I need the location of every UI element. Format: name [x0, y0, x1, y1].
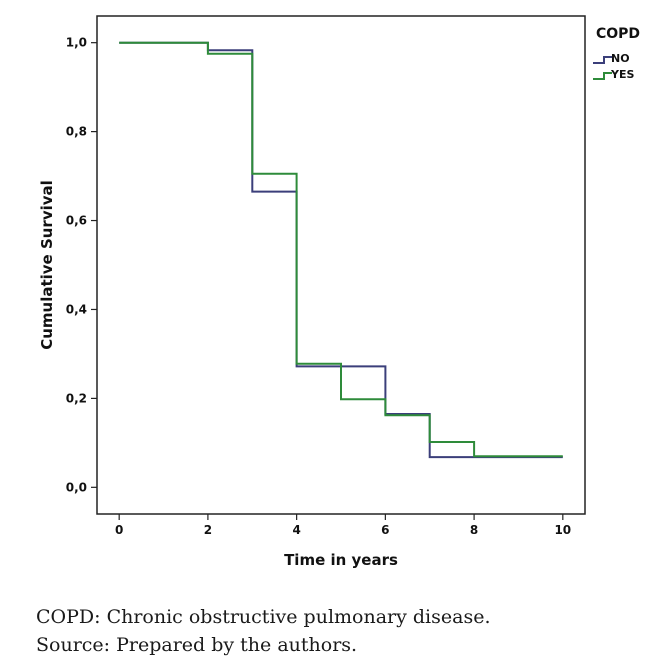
y-tick-label: 0,6 [66, 214, 87, 228]
x-tick-label: 0 [115, 523, 123, 537]
x-axis-title: Time in years [284, 551, 398, 569]
legend-swatch-yes [593, 72, 612, 80]
x-tick-label: 8 [470, 523, 478, 537]
survival-curves [119, 41, 563, 459]
legend-title: COPD [596, 26, 640, 42]
y-tick-label: 1,0 [66, 36, 87, 50]
x-axis-ticks: 0 2 4 6 8 10 [115, 514, 571, 537]
y-axis-title: Cumulative Survival [38, 180, 56, 350]
y-tick-label: 0,2 [66, 391, 87, 405]
x-tick-label: 6 [381, 523, 389, 537]
plot-area-frame [96, 15, 586, 515]
x-tick-label: 2 [204, 523, 212, 537]
legend-label-no: NO [611, 52, 630, 65]
survival-chart: 0 2 4 6 8 10 0,0 0,2 0,4 0,6 0,8 1,0 Time in years… [38, 15, 640, 569]
y-axis-ticks: 0,0 0,2 0,4 0,6 0,8 1,0 [66, 36, 97, 494]
y-tick-label: 0,8 [66, 125, 87, 139]
legend-label-yes: YES [610, 68, 634, 81]
y-tick-label: 0,0 [66, 480, 87, 494]
legend: COPD NO YES [593, 26, 640, 81]
caption-source: Source: Prepared by the authors. [36, 634, 358, 656]
series-line-yes [119, 41, 563, 458]
legend-swatch-no [593, 56, 612, 64]
caption-abbreviation: COPD: Chronic obstructive pulmonary dise… [36, 606, 491, 628]
y-tick-label: 0,4 [66, 302, 87, 316]
x-tick-label: 10 [554, 523, 571, 537]
x-tick-label: 4 [292, 523, 300, 537]
